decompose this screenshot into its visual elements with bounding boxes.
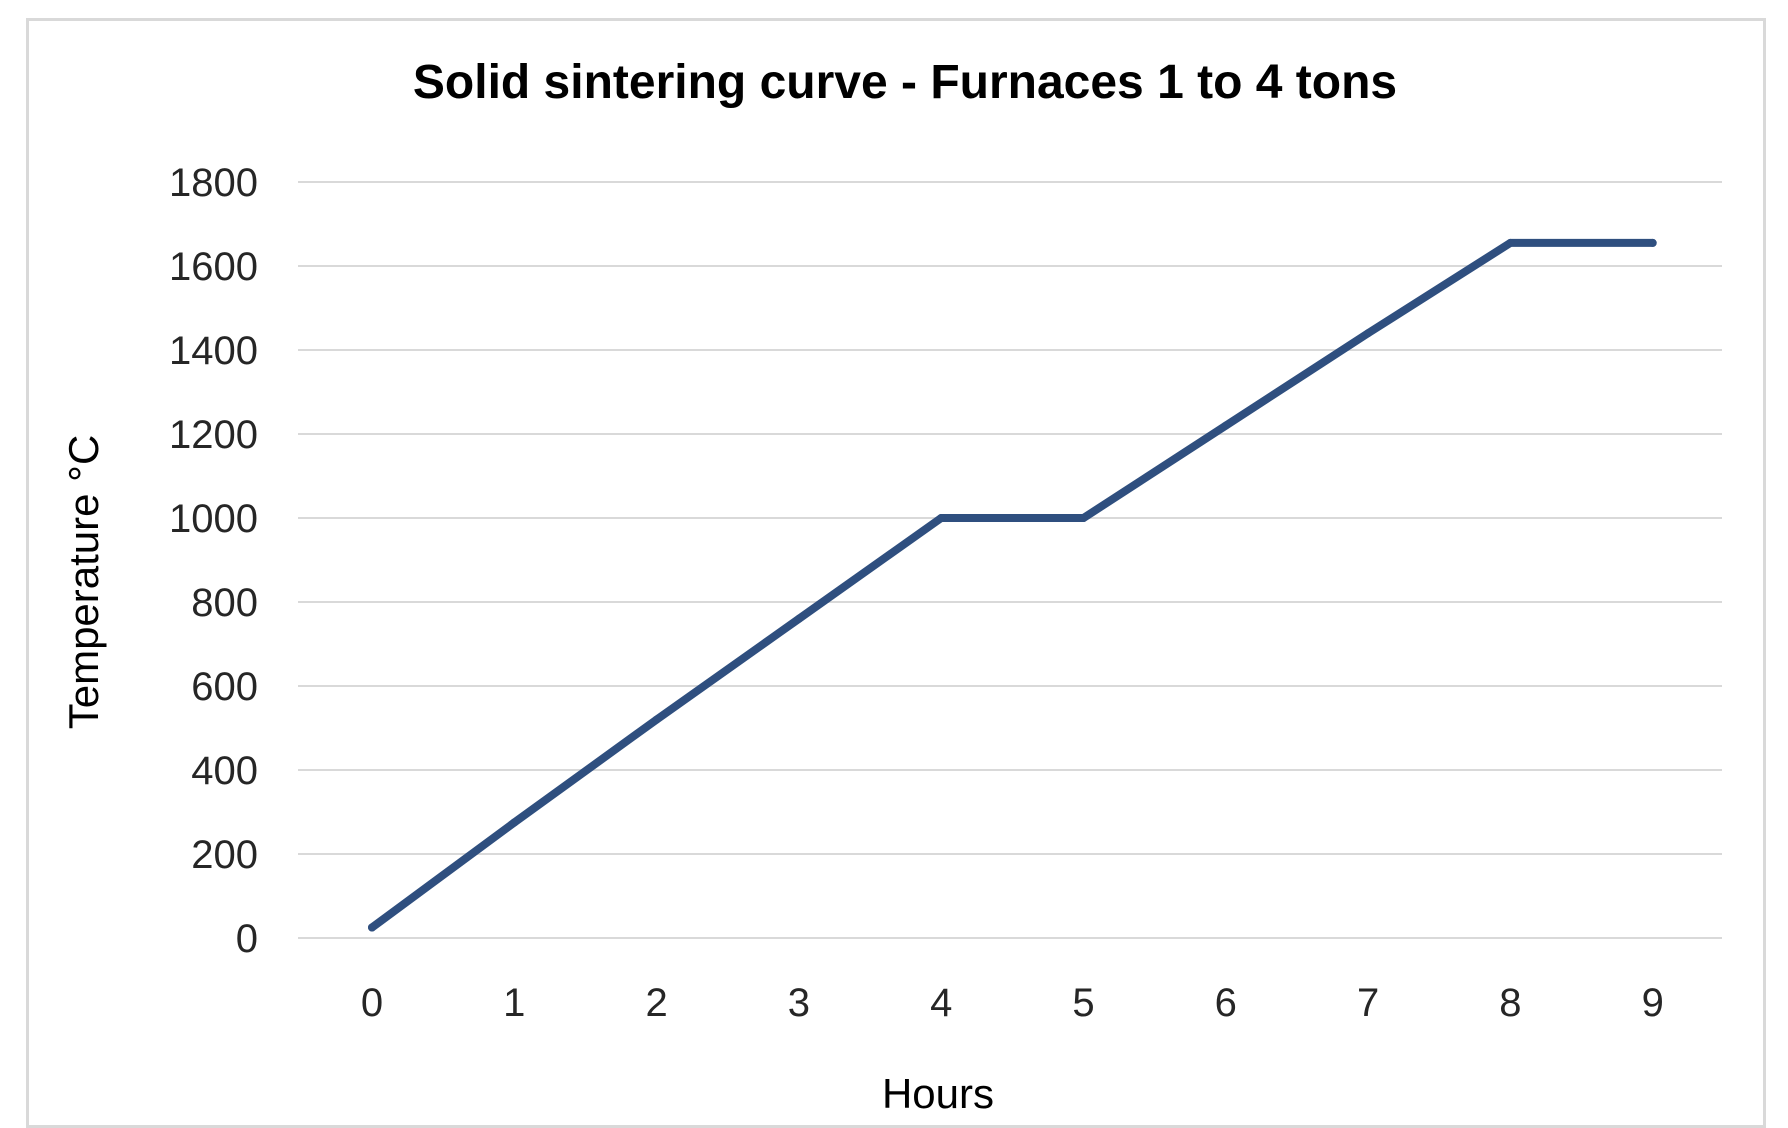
- x-tick-label: 4: [930, 981, 952, 1025]
- y-tick-label: 400: [191, 749, 258, 793]
- gridlines: [298, 181, 1722, 939]
- y-tick-label: 1800: [169, 161, 258, 205]
- y-axis-tick-labels: 0 200 400 600 800 1000 1200 1400 1600 1800: [169, 161, 258, 961]
- x-axis-title: Hours: [882, 1070, 994, 1116]
- chart-frame: [26, 18, 1766, 1128]
- y-axis-title: Temperature °C: [60, 435, 107, 730]
- series-line: [368, 238, 1657, 932]
- x-tick-label: 7: [1357, 981, 1379, 1025]
- y-tick-label: 600: [191, 665, 258, 709]
- y-tick-label: 800: [191, 581, 258, 625]
- chart-title: Solid sintering curve - Furnaces 1 to 4 …: [413, 56, 1397, 109]
- data-point: [937, 514, 946, 522]
- x-tick-label: 1: [503, 981, 525, 1025]
- x-tick-label: 0: [361, 981, 383, 1025]
- data-point: [510, 818, 519, 827]
- x-tick-label: 2: [645, 981, 667, 1025]
- data-point: [794, 614, 803, 623]
- y-tick-label: 1400: [169, 329, 258, 373]
- x-tick-label: 9: [1642, 981, 1664, 1025]
- x-tick-label: 6: [1215, 981, 1237, 1025]
- x-axis-tick-labels: 0 1 2 3 4 5 6 7 8 9: [361, 981, 1664, 1025]
- data-point: [1506, 238, 1515, 247]
- data-point: [1221, 421, 1230, 430]
- x-tick-label: 3: [788, 981, 810, 1025]
- data-point: [1648, 238, 1657, 247]
- x-tick-label: 5: [1072, 981, 1094, 1025]
- y-tick-label: 1000: [169, 497, 258, 541]
- data-point: [1079, 514, 1088, 522]
- y-tick-label: 1200: [169, 413, 258, 457]
- x-tick-label: 8: [1499, 981, 1521, 1025]
- data-series: [368, 238, 1657, 932]
- data-point: [652, 715, 661, 724]
- data-point: [1364, 329, 1373, 338]
- data-point: [368, 923, 376, 932]
- y-tick-label: 0: [236, 917, 258, 961]
- y-tick-label: 1600: [169, 245, 258, 289]
- y-tick-label: 200: [191, 833, 258, 877]
